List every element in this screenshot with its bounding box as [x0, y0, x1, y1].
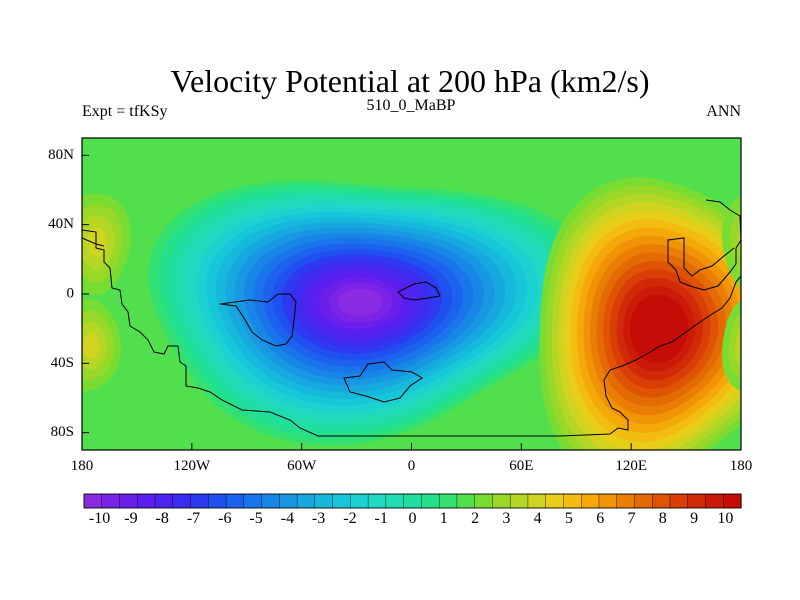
colorbar-label: -4 — [281, 510, 294, 527]
colorbar-cell — [509, 493, 529, 509]
right-label: ANN — [706, 103, 741, 120]
continent-island-outline — [397, 281, 441, 301]
colorbar-cell — [225, 493, 245, 509]
continent-australia-outline — [343, 361, 423, 403]
x-tick-label: 60E — [509, 458, 533, 474]
colorbar-cell — [527, 493, 547, 509]
colorbar-label: 9 — [690, 510, 698, 527]
colorbar-cell — [261, 493, 280, 509]
chart-title: Velocity Potential at 200 hPa (km2/s) — [170, 63, 649, 99]
colorbar-cell — [456, 493, 476, 509]
colorbar-label: 8 — [659, 510, 667, 527]
colorbar-cell — [350, 493, 369, 509]
southern-pacific-maximum-wrap-contour-band — [728, 313, 741, 379]
left-label: Expt = tfKSy — [82, 103, 167, 120]
colorbar-label: 1 — [440, 510, 448, 527]
colorbar-label: 6 — [596, 510, 604, 527]
colorbar-cell — [119, 493, 138, 509]
y-tick-label: 40N — [48, 216, 74, 232]
colorbar-label: -8 — [156, 510, 169, 527]
y-tick-label: 40S — [51, 355, 74, 371]
colorbar-cell — [705, 493, 724, 509]
colorbar-cell — [243, 493, 263, 509]
colorbar-cell — [723, 493, 742, 509]
colorbar-cell — [403, 493, 422, 509]
y-tick-label: 80N — [48, 147, 74, 163]
colorbar-cell — [598, 493, 618, 509]
colorbar-cell — [296, 493, 316, 509]
x-tick-label: 60W — [287, 458, 317, 474]
x-tick-label: 180 — [730, 458, 753, 474]
y-tick-label: 80S — [51, 424, 74, 440]
colorbar-cell — [279, 493, 298, 509]
colorbar-cell — [367, 493, 387, 509]
colorbar: -10 -9 -8 -7 -6 -5 -4 -3 -2 -1 0 1 2 3 4… — [83, 493, 742, 527]
x-tick-label: 180 — [71, 458, 94, 474]
x-tick-label: 120E — [615, 458, 647, 474]
colorbar-label: -1 — [375, 510, 388, 527]
colorbar-cell — [474, 493, 494, 509]
continent-north-outline — [82, 237, 105, 247]
eastern-pacific-maximum-wrap-contour-band — [738, 225, 741, 257]
colorbar-cell — [101, 493, 121, 509]
colorbar-label: -7 — [187, 510, 200, 527]
x-tick-label: 0 — [408, 458, 416, 474]
colorbar-cell — [634, 493, 653, 509]
colorbar-cell — [669, 493, 689, 509]
colorbar-cell — [385, 493, 405, 509]
asian-maximum-contour-band — [644, 311, 674, 347]
colorbar-cell — [83, 493, 103, 509]
colorbar-label: 7 — [628, 510, 636, 527]
colorbar-label: -2 — [343, 510, 356, 527]
colorbar-label: -5 — [249, 510, 262, 527]
colorbar-cell — [492, 493, 511, 509]
colorbar-cell — [421, 493, 440, 509]
x-axis: 180 120W 60W 0 60E 120E 180 — [71, 443, 753, 474]
x-tick-label: 120W — [173, 458, 211, 474]
y-axis: 80N 40N 0 40S 80S — [48, 147, 89, 440]
colorbar-cell — [208, 493, 227, 509]
colorbar-cell — [438, 493, 458, 509]
colorbar-label: -6 — [218, 510, 231, 527]
colorbar-label: 10 — [717, 510, 733, 527]
colorbar-cell — [563, 493, 582, 509]
colorbar-label: -3 — [312, 510, 325, 527]
colorbar-frame — [83, 493, 742, 509]
colorbar-label: 4 — [534, 510, 542, 527]
southern-pacific-maximum-wrap-contour-band — [742, 333, 759, 360]
eastern-pacific-maximum-wrap-contour-band — [746, 227, 766, 258]
colorbar-cell — [314, 493, 334, 509]
contour-field — [82, 138, 766, 450]
colorbar-cell — [545, 493, 565, 509]
continent-americas-outline — [82, 229, 741, 437]
colorbar-cell — [616, 493, 636, 509]
colorbar-label: 3 — [502, 510, 510, 527]
colorbar-cell — [172, 493, 192, 509]
colorbar-label: -10 — [89, 510, 110, 527]
colorbar-label: -9 — [124, 510, 137, 527]
colorbar-label: 5 — [565, 510, 573, 527]
subtitle: 510_0_MaBP — [367, 97, 456, 114]
y-tick-label: 0 — [67, 285, 75, 301]
colorbar-cell — [652, 493, 671, 509]
colorbar-cell — [154, 493, 174, 509]
eastern-pacific-maximum-wrap-contour-band — [730, 209, 741, 275]
southern-pacific-maximum-wrap-contour-band — [735, 326, 741, 367]
pacific-minimum-contour-band — [338, 288, 383, 317]
colorbar-cell — [332, 493, 351, 509]
colorbar-cell — [137, 493, 156, 509]
colorbar-label: 0 — [409, 510, 417, 527]
colorbar-label: 2 — [471, 510, 479, 527]
colorbar-cell — [190, 493, 209, 509]
colorbar-cell — [580, 493, 600, 509]
continent-africa-outline — [219, 293, 297, 347]
southern-pacific-maximum-contour-band — [82, 332, 100, 360]
colorbar-cell — [687, 493, 707, 509]
